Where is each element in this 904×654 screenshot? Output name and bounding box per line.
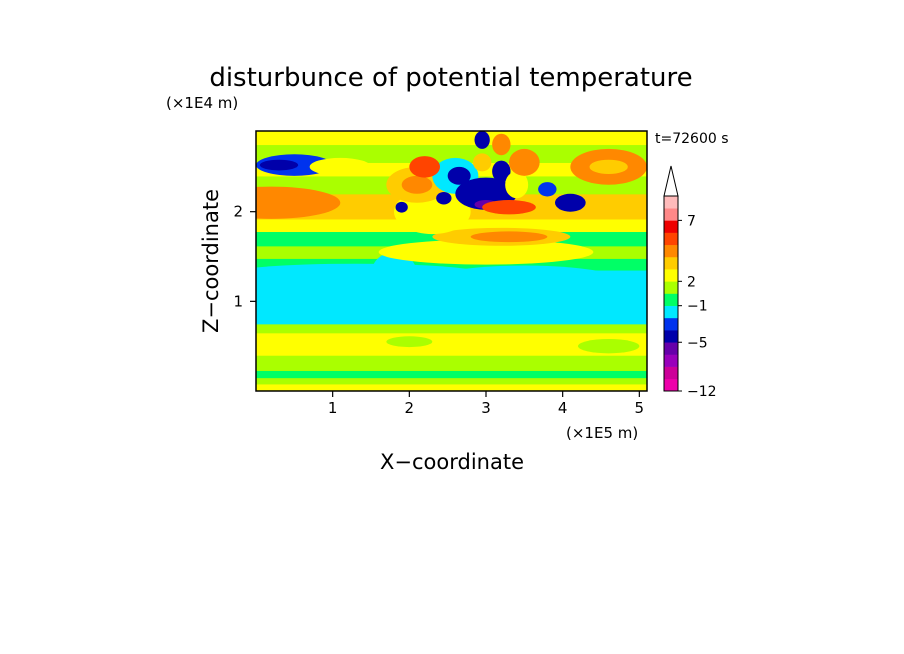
band-2 — [256, 370, 647, 379]
colorbar-swatch-4 — [664, 330, 678, 343]
patch-12 — [378, 239, 594, 265]
x-ticks: 1 2 3 4 5 — [328, 391, 644, 417]
patch-31 — [589, 159, 628, 175]
patch-28 — [538, 182, 557, 197]
patch-1 — [256, 195, 318, 210]
patch-27 — [508, 148, 540, 176]
colorbar-swatch-1 — [664, 366, 678, 380]
x-tick-label-3: 4 — [558, 399, 568, 417]
patch-4 — [309, 157, 372, 176]
colorbar-swatch-7 — [664, 293, 678, 306]
colorbar-frame — [663, 195, 679, 392]
y-tick-label-0: 1 — [233, 292, 243, 310]
band-0 — [256, 383, 647, 391]
colorbar-swatch-3 — [664, 342, 678, 355]
patch-10 — [386, 336, 433, 348]
patch-17 — [401, 175, 433, 194]
contour-field — [256, 131, 647, 391]
patch-23 — [492, 160, 511, 183]
patch-14 — [470, 231, 548, 243]
time-label: t=72600 s — [655, 131, 729, 147]
patch-29 — [555, 193, 586, 212]
patch-32 — [482, 200, 536, 215]
patch-19 — [447, 166, 471, 185]
y-tick-label-1: 2 — [233, 203, 243, 221]
patch-21 — [492, 133, 511, 156]
colorbar-tick-label-3: −5 — [687, 335, 708, 351]
colorbar-swatch-5 — [664, 317, 678, 331]
x-axis-label: X−coordinate — [380, 450, 524, 474]
colorbar-swatch-10 — [664, 256, 678, 270]
colorbar-swatch-14 — [664, 208, 678, 221]
band-15 — [256, 131, 647, 146]
colorbar-swatch-9 — [664, 269, 678, 282]
patch-8 — [256, 335, 410, 354]
patch-33 — [409, 156, 440, 178]
colorbar-swatch-2 — [664, 354, 678, 367]
band-5 — [256, 323, 647, 334]
patch-11 — [578, 339, 640, 354]
colorbar-swatch-12 — [664, 232, 678, 246]
colorbar-tick-label-2: −1 — [687, 299, 708, 315]
colorbar-swatch-11 — [664, 244, 678, 258]
colorbar-swatch-0 — [664, 378, 678, 392]
patch-3 — [259, 159, 299, 171]
x-tick-label-1: 2 — [405, 399, 415, 417]
patch-7 — [371, 252, 417, 297]
patch-9 — [371, 335, 617, 354]
chart-title: disturbunce of potential temperature — [209, 63, 692, 93]
x-unit-label: (×1E5 m) — [566, 424, 638, 442]
colorbar-tick-label-4: −12 — [687, 384, 717, 400]
band-14 — [256, 144, 647, 163]
patch-20 — [474, 131, 490, 149]
band-1 — [256, 377, 647, 385]
patch-layer — [256, 131, 647, 354]
patch-22 — [472, 153, 492, 172]
colorbar-swatch-15 — [664, 196, 678, 209]
patch-6 — [401, 265, 647, 320]
colorbar-extend-arrow — [663, 165, 679, 197]
colorbar-swatch-6 — [664, 305, 678, 319]
colorbar-tick-label-1: 2 — [687, 274, 696, 290]
y-axis-label: Z−coordinate — [199, 189, 223, 333]
colorbar-swatch-13 — [664, 220, 678, 233]
colorbar-swatch-8 — [664, 281, 678, 294]
x-tick-label-0: 1 — [328, 399, 338, 417]
colorbar: 7 2 −1 −5 −12 — [663, 165, 717, 400]
x-tick-label-2: 3 — [481, 399, 491, 417]
band-3 — [256, 355, 647, 371]
patch-34 — [436, 191, 452, 205]
x-tick-label-4: 5 — [635, 399, 645, 417]
y-unit-label: (×1E4 m) — [166, 94, 238, 112]
colorbar-tick-label-0: 7 — [687, 213, 696, 229]
y-ticks: 12 — [233, 203, 256, 310]
plot-frame — [255, 130, 648, 392]
patch-35 — [395, 201, 408, 213]
patch-26 — [505, 171, 529, 199]
